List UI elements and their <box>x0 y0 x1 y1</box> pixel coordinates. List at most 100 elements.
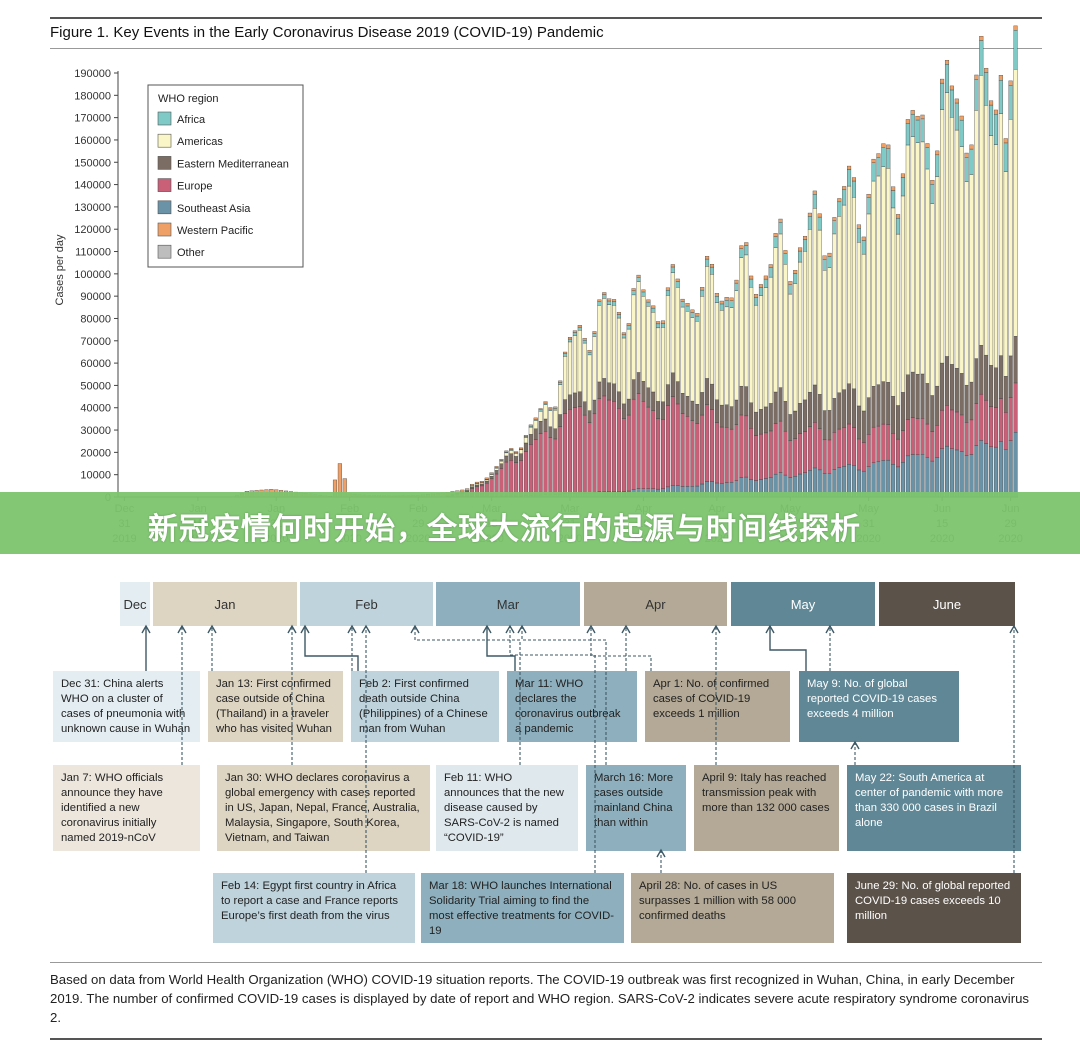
bar <box>690 309 695 498</box>
bar <box>656 321 661 498</box>
bar <box>993 109 998 498</box>
bar-segment <box>563 351 568 354</box>
bar-segment <box>866 197 871 215</box>
bar-segment <box>714 422 719 484</box>
bar-segment <box>886 168 891 383</box>
bar-segment <box>993 109 998 115</box>
bar-segment <box>651 307 656 313</box>
bar <box>567 337 573 498</box>
bar-segment <box>538 408 543 411</box>
bar-segment <box>744 245 749 256</box>
bar-segment <box>685 305 690 312</box>
bar-segment <box>891 396 896 434</box>
bar-segment <box>763 406 768 434</box>
bar-segment <box>670 272 675 374</box>
bottom-rule <box>50 1038 1042 1040</box>
bar-segment <box>989 446 994 498</box>
bar-segment <box>709 264 715 268</box>
bar-segment <box>998 80 1003 114</box>
bar-segment <box>680 306 685 394</box>
bar-segment <box>744 415 749 478</box>
bar-segment <box>896 405 901 440</box>
bar-segment <box>719 303 724 311</box>
bar-segment <box>773 391 778 424</box>
bar-segment <box>793 273 798 284</box>
event-may22: May 22: South America at center of pande… <box>847 765 1021 851</box>
bar-segment <box>935 150 940 156</box>
bar-segment <box>768 267 773 278</box>
bar-segment <box>724 299 729 308</box>
bar-segment <box>499 458 504 461</box>
bar <box>989 100 994 498</box>
bar <box>896 214 901 498</box>
bar-segment <box>474 481 479 484</box>
bar-segment <box>636 274 641 278</box>
bar-segment <box>607 399 612 492</box>
y-tick-label: 170000 <box>74 113 111 125</box>
bar-segment <box>719 426 724 484</box>
bar-segment <box>685 303 690 307</box>
bar-segment <box>954 367 959 413</box>
bar <box>724 297 729 498</box>
bar-segment <box>719 300 724 305</box>
bar-segment <box>822 270 827 411</box>
bar <box>851 177 857 498</box>
bar <box>474 481 479 498</box>
bar-segment <box>607 300 612 305</box>
bar <box>768 264 773 498</box>
y-tick-label: 10000 <box>80 470 111 482</box>
legend-swatch <box>157 178 172 192</box>
legend-swatch <box>157 244 172 259</box>
bar <box>817 213 822 498</box>
bar <box>778 218 783 498</box>
bar-segment <box>979 393 984 441</box>
y-tick-label: 30000 <box>80 425 111 437</box>
bar-segment <box>871 158 876 163</box>
month-jan: Jan <box>153 582 297 626</box>
bar-segment <box>577 325 582 328</box>
bar <box>842 186 847 498</box>
bar-segment <box>509 453 514 461</box>
bar-segment <box>504 450 509 453</box>
figure-title: Figure 1. Key Events in the Early Corona… <box>50 24 604 41</box>
bar-segment <box>612 383 617 402</box>
bar-segment <box>739 257 744 387</box>
bar-segment <box>602 395 607 492</box>
bar-segment <box>778 420 783 473</box>
bar-segment <box>905 374 910 420</box>
bar-segment <box>758 409 763 435</box>
bar-segment <box>700 392 705 416</box>
event-feb11: Feb 11: WHO announces that the new disea… <box>436 765 578 851</box>
connector-arrowhead <box>347 624 357 634</box>
bar-segment <box>964 384 969 423</box>
bar-segment <box>993 367 998 408</box>
bar-segment <box>935 176 940 387</box>
legend-box <box>147 84 304 268</box>
bar-segment <box>582 401 587 416</box>
bar <box>572 330 577 498</box>
bar-segment <box>670 266 675 274</box>
bar <box>866 194 871 498</box>
connector-arrowhead <box>586 624 596 634</box>
bar-segment <box>572 332 577 336</box>
bar-segment <box>509 448 514 450</box>
bar-segment <box>543 402 548 405</box>
y-tick-label: 60000 <box>80 358 111 370</box>
bar <box>636 274 641 498</box>
bar-segment <box>910 136 915 373</box>
bar-segment <box>817 229 822 395</box>
bar-segment <box>842 186 847 190</box>
bar <box>763 275 768 498</box>
bar-segment <box>636 372 641 394</box>
connector-arrowhead <box>621 624 631 634</box>
bar-segment <box>935 385 940 426</box>
bar-segment <box>553 408 558 411</box>
bar-segment <box>538 411 543 422</box>
bar <box>822 255 827 498</box>
bar-segment <box>739 248 744 258</box>
bar-segment <box>519 447 524 450</box>
bar-segment <box>944 445 950 498</box>
bar <box>739 245 744 498</box>
bar-segment <box>851 388 857 428</box>
bar-segment <box>553 409 558 429</box>
